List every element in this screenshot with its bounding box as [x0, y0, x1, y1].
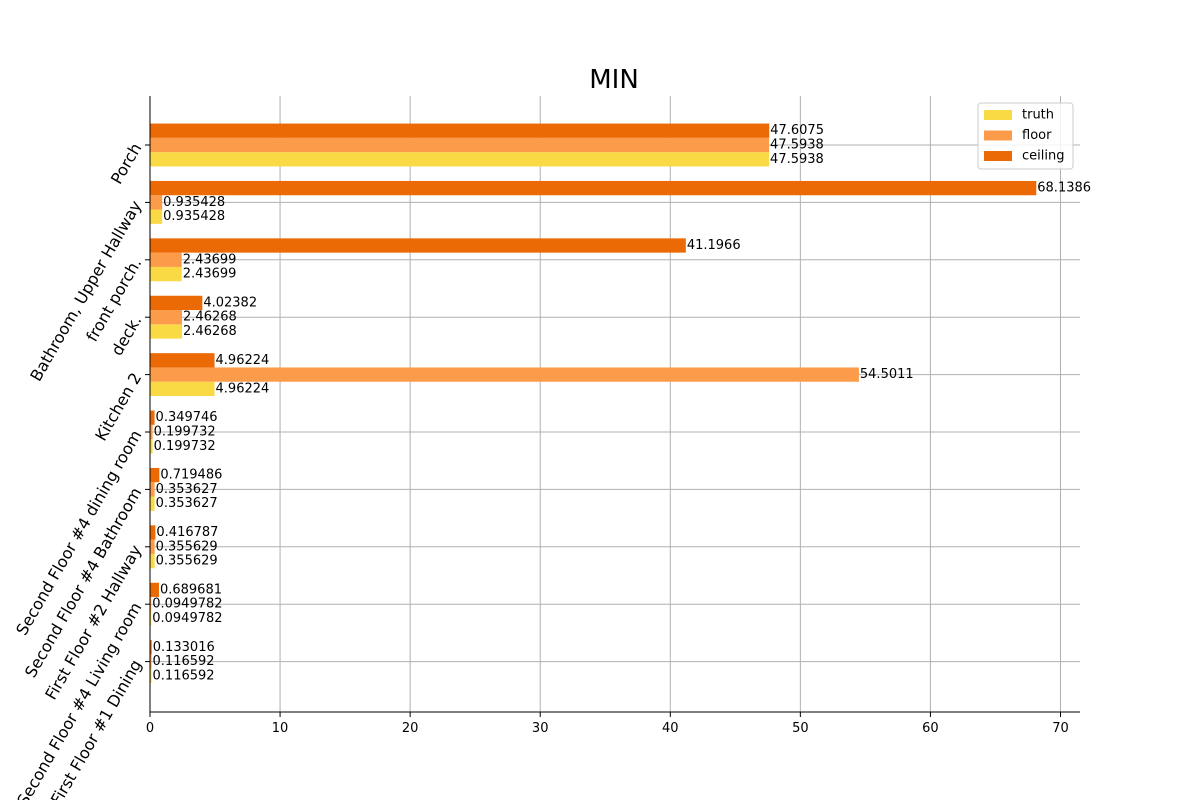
data-label-ceiling: 4.96224	[216, 353, 270, 368]
data-label-truth: 0.353627	[156, 496, 218, 511]
legend: truth floor ceiling	[977, 102, 1074, 170]
data-label-truth: 0.0949782	[152, 611, 222, 626]
data-label-ceiling: 0.349746	[156, 410, 218, 425]
data-label-truth: 2.43699	[183, 267, 237, 282]
x-tick-label: 60	[922, 721, 939, 736]
data-label-floor: 0.116592	[153, 654, 215, 669]
bar-truth	[150, 611, 152, 626]
bar-ceiling	[150, 295, 203, 311]
x-tick-labels: 0 10 20 30 40 50 60 70	[146, 721, 1069, 736]
bar-ceiling	[150, 525, 156, 540]
x-tick-label: 30	[532, 721, 549, 736]
bar-floor	[150, 195, 163, 210]
bar-truth	[150, 668, 152, 684]
bar-ceiling	[150, 640, 152, 655]
data-label-truth: 2.46268	[183, 324, 237, 339]
category-label: Porch	[107, 140, 145, 188]
data-label-ceiling: 0.416787	[156, 525, 218, 540]
data-label-floor: 2.43699	[183, 252, 237, 267]
legend-swatch-truth	[984, 110, 1012, 120]
data-labels-layer: 47.5938 0.935428 2.43699 2.46268 4.96224 0.19…	[152, 123, 1091, 683]
data-label-truth: 0.116592	[153, 668, 215, 683]
data-label-floor: 0.355629	[156, 539, 218, 554]
bar-ceiling	[150, 123, 770, 138]
bar-ceiling	[150, 467, 160, 483]
data-label-floor: 0.0949782	[152, 597, 222, 612]
bar-truth	[150, 324, 183, 339]
bar-floor	[150, 482, 155, 497]
bar-truth	[150, 152, 770, 167]
chart-title: MIN	[589, 65, 639, 95]
bar-floor	[150, 367, 859, 382]
data-label-truth: 47.5938	[770, 152, 824, 167]
data-label-floor: 2.46268	[183, 310, 237, 325]
bar-truth	[150, 381, 215, 397]
data-label-ceiling: 68.1386	[1037, 181, 1091, 196]
bar-truth	[150, 266, 182, 282]
bar-floor	[150, 424, 153, 440]
bar-ceiling	[150, 180, 1037, 196]
data-label-floor: 0.199732	[154, 425, 216, 440]
x-tick-label: 0	[146, 721, 154, 736]
bar-floor	[150, 137, 770, 153]
bars-layer	[150, 123, 1037, 684]
legend-label-ceiling: ceiling	[1022, 149, 1064, 164]
bar-floor	[150, 654, 152, 669]
bar-truth	[150, 209, 163, 224]
data-label-truth: 0.199732	[154, 439, 216, 454]
data-label-truth: 0.355629	[156, 554, 218, 569]
x-tick-label: 50	[792, 721, 809, 736]
data-label-ceiling: 0.133016	[153, 640, 215, 655]
bar-ceiling	[150, 582, 159, 598]
legend-label-truth: truth	[1022, 108, 1054, 123]
data-label-truth: 4.96224	[216, 381, 270, 396]
data-label-floor: 0.353627	[156, 482, 218, 497]
data-label-floor: 0.935428	[163, 195, 225, 210]
bar-truth	[150, 439, 153, 454]
x-tick-label: 10	[272, 721, 289, 736]
bar-floor	[150, 310, 183, 325]
data-label-ceiling: 0.719486	[160, 468, 222, 483]
bar-floor	[150, 252, 182, 267]
data-label-ceiling: 47.6075	[770, 123, 824, 138]
data-label-ceiling: 41.1966	[687, 238, 741, 253]
bar-ceiling	[150, 238, 686, 253]
legend-label-floor: floor	[1022, 128, 1052, 143]
x-tick-label: 40	[662, 721, 679, 736]
bar-floor	[150, 539, 155, 554]
legend-swatch-ceiling	[984, 151, 1012, 161]
bar-truth	[150, 496, 155, 511]
data-label-floor: 47.5938	[770, 138, 824, 153]
legend-swatch-floor	[984, 130, 1012, 141]
x-tick-label: 20	[402, 721, 419, 736]
data-label-ceiling: 4.02382	[203, 295, 257, 310]
data-label-ceiling: 0.689681	[160, 582, 222, 597]
bar-ceiling	[150, 410, 155, 425]
x-tick-label: 70	[1052, 721, 1069, 736]
bar-floor	[150, 597, 152, 612]
bar-truth	[150, 553, 155, 569]
axes-layer	[145, 96, 1080, 717]
data-label-floor: 54.5011	[860, 367, 914, 382]
bar-ceiling	[150, 353, 215, 368]
data-label-truth: 0.935428	[163, 209, 225, 224]
